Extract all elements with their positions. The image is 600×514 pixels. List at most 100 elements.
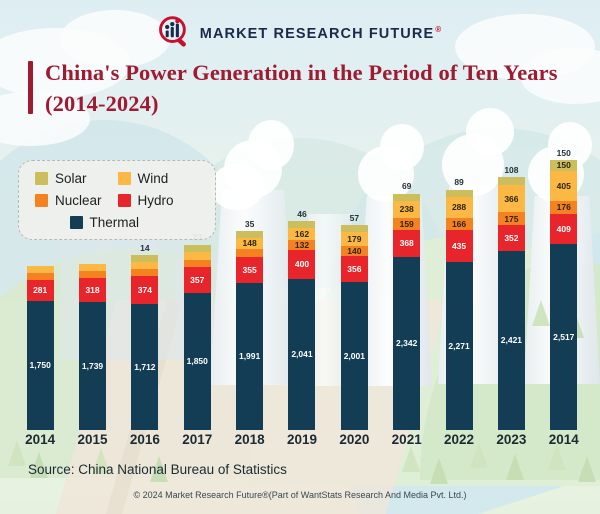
bar-column-2015-1[interactable]: 318 1,739 xyxy=(66,138,118,430)
stacked-bar[interactable]: 318 1,739 xyxy=(79,264,107,430)
title-lines: China's Power Generation in the Period o… xyxy=(45,58,558,119)
bar-segment-thermal[interactable]: 1,991 xyxy=(236,283,264,430)
bar-segment-solar[interactable] xyxy=(236,231,264,239)
bar-segment-thermal[interactable]: 1,850 xyxy=(183,293,211,430)
bar-segment-thermal[interactable]: 2,517 xyxy=(550,244,578,430)
bar-segment-value: 2,421 xyxy=(500,335,523,346)
bar-segment-value: 2,517 xyxy=(553,331,575,342)
bar-segment-wind[interactable]: 148 xyxy=(236,238,264,249)
bar-segment-hydro[interactable]: 352 xyxy=(497,225,525,252)
bar-segment-solar[interactable] xyxy=(183,244,211,252)
x-axis-tick-6: 2020 xyxy=(339,432,370,447)
tree-icon xyxy=(430,458,448,484)
bar-column-2020-6[interactable]: 57 179 140 356 2,001 xyxy=(328,138,380,430)
tree-icon xyxy=(150,456,168,482)
bar-segment-nuclear[interactable] xyxy=(183,260,211,268)
bar-segment-solar[interactable] xyxy=(445,189,473,197)
legend-item-hydro[interactable]: Hydro xyxy=(117,193,174,208)
stacked-bar[interactable]: 179 140 356 2,001 xyxy=(340,225,368,430)
stacked-bar[interactable]: 288 166 435 2,271 xyxy=(445,189,473,430)
bar-segment-hydro[interactable]: 356 xyxy=(340,255,368,283)
title-line-1: China's Power Generation in the Period o… xyxy=(45,60,558,85)
bar-segment-hydro[interactable]: 400 xyxy=(288,249,316,280)
bar-segment-nuclear[interactable]: 140 xyxy=(340,245,368,256)
bar-column-2018-4[interactable]: 35 148 355 1,991 xyxy=(223,138,275,430)
tree-icon xyxy=(548,444,566,470)
tree-icon xyxy=(470,442,488,468)
bar-segment-wind[interactable] xyxy=(79,264,107,272)
x-axis-tick-10: 2014 xyxy=(548,432,579,447)
bar-segment-hydro[interactable]: 357 xyxy=(183,267,211,294)
bar-segment-wind[interactable] xyxy=(183,251,211,261)
bar-segment-solar[interactable]: 150 xyxy=(550,160,578,172)
bar-segment-nuclear[interactable]: 175 xyxy=(497,212,525,226)
legend-item-wind[interactable]: Wind xyxy=(117,171,174,186)
bar-column-2016-2[interactable]: 14 374 1,712 xyxy=(119,138,171,430)
bar-segment-nuclear[interactable] xyxy=(26,273,54,281)
bar-segment-wind[interactable] xyxy=(26,266,54,274)
bar-segment-wind[interactable]: 238 xyxy=(393,200,421,219)
bar-segment-hydro[interactable]: 368 xyxy=(393,229,421,258)
bar-column-2023-9[interactable]: 108 366 175 352 2,421 xyxy=(485,138,537,430)
bar-segment-hydro[interactable]: 355 xyxy=(236,256,264,284)
bar-segment-wind[interactable]: 162 xyxy=(288,228,316,241)
bar-column-2017-3[interactable]: 233571,850 xyxy=(171,138,223,430)
stacked-bar[interactable]: 148 355 1,991 xyxy=(236,231,264,430)
bar-segment-nuclear[interactable] xyxy=(79,271,107,279)
bar-segment-nuclear[interactable]: 176 xyxy=(550,201,578,214)
bar-segment-nuclear[interactable]: 159 xyxy=(393,218,421,230)
bar-segment-nuclear[interactable] xyxy=(131,269,159,276)
bar-segment-hydro[interactable]: 318 xyxy=(79,278,107,302)
x-axis-tick-8: 2022 xyxy=(444,432,475,447)
bar-segment-solar[interactable] xyxy=(497,177,525,186)
legend-item-nuclear[interactable]: Nuclear xyxy=(35,193,102,208)
bar-segment-nuclear[interactable]: 132 xyxy=(288,240,316,250)
bar-segment-solar[interactable] xyxy=(340,225,368,233)
legend-item-thermal[interactable]: Thermal xyxy=(35,215,174,230)
stacked-bar[interactable]: 162 132 400 2,041 xyxy=(288,221,316,430)
bar-column-2014-10[interactable]: 150 150 405 176 409 2,517 xyxy=(538,138,590,430)
legend-item-solar[interactable]: Solar xyxy=(35,171,102,186)
stacked-bar[interactable]: 150 405 176 409 2,517 xyxy=(550,160,578,430)
bar-segment-thermal[interactable]: 2,001 xyxy=(340,282,368,430)
bar-segment-nuclear[interactable] xyxy=(236,249,264,257)
stacked-bar[interactable]: 374 1,712 xyxy=(131,255,159,430)
bar-segment-wind[interactable]: 288 xyxy=(445,196,473,218)
stacked-bar[interactable]: 238 159 368 2,342 xyxy=(393,193,421,430)
bar-segment-hydro[interactable]: 435 xyxy=(445,230,473,263)
bar-segment-hydro[interactable]: 281 xyxy=(26,280,54,301)
bar-segment-solar[interactable] xyxy=(393,193,421,201)
legend-grid: Solar Wind Nuclear Hydro Thermal xyxy=(35,171,199,230)
bar-segment-wind[interactable]: 405 xyxy=(550,171,578,201)
bar-segment-value: 405 xyxy=(556,180,571,191)
bar-segment-solar[interactable] xyxy=(288,221,316,229)
bar-segment-thermal[interactable]: 2,421 xyxy=(497,251,525,430)
bar-column-2014-0[interactable]: 281 1,750 xyxy=(14,138,66,430)
logo-wordmark: MARKET RESEARCH FUTURE® xyxy=(200,25,442,42)
bar-segment-thermal[interactable]: 1,739 xyxy=(79,301,107,430)
bar-segment-value: 357 xyxy=(190,275,205,285)
bar-segment-value: 435 xyxy=(451,241,467,252)
bar-segment-thermal[interactable]: 2,271 xyxy=(445,262,473,430)
x-axis-tick-0: 2014 xyxy=(25,432,56,447)
bar-segment-thermal[interactable]: 2,041 xyxy=(288,279,316,430)
bar-segment-thermal[interactable]: 1,750 xyxy=(26,300,54,430)
bar-segment-wind[interactable]: 179 xyxy=(340,232,368,246)
bar-segment-thermal[interactable]: 1,712 xyxy=(131,303,159,430)
bar-segment-wind[interactable]: 366 xyxy=(497,185,525,213)
bar-segment-wind[interactable] xyxy=(131,262,159,269)
steam-plume xyxy=(380,124,424,170)
bar-segment-nuclear[interactable]: 166 xyxy=(445,217,473,231)
stacked-bar[interactable]: 281 1,750 xyxy=(26,266,54,430)
bar-column-2019-5[interactable]: 46 162 132 400 2,041 xyxy=(276,138,328,430)
bar-column-2022-8[interactable]: 89 288 166 435 2,271 xyxy=(433,138,485,430)
stacked-bar[interactable]: 366 175 352 2,421 xyxy=(497,177,525,430)
tree-icon xyxy=(532,300,550,326)
bar-column-2021-7[interactable]: 69 238 159 368 2,342 xyxy=(381,138,433,430)
bar-segment-hydro[interactable]: 409 xyxy=(550,213,578,245)
bar-segment-hydro[interactable]: 374 xyxy=(131,276,159,304)
bar-segment-thermal[interactable]: 2,342 xyxy=(393,257,421,430)
x-axis-tick-7: 2021 xyxy=(391,432,422,447)
bar-segment-solar[interactable] xyxy=(131,255,159,262)
stacked-bar[interactable]: 357 1,850 xyxy=(183,244,211,430)
